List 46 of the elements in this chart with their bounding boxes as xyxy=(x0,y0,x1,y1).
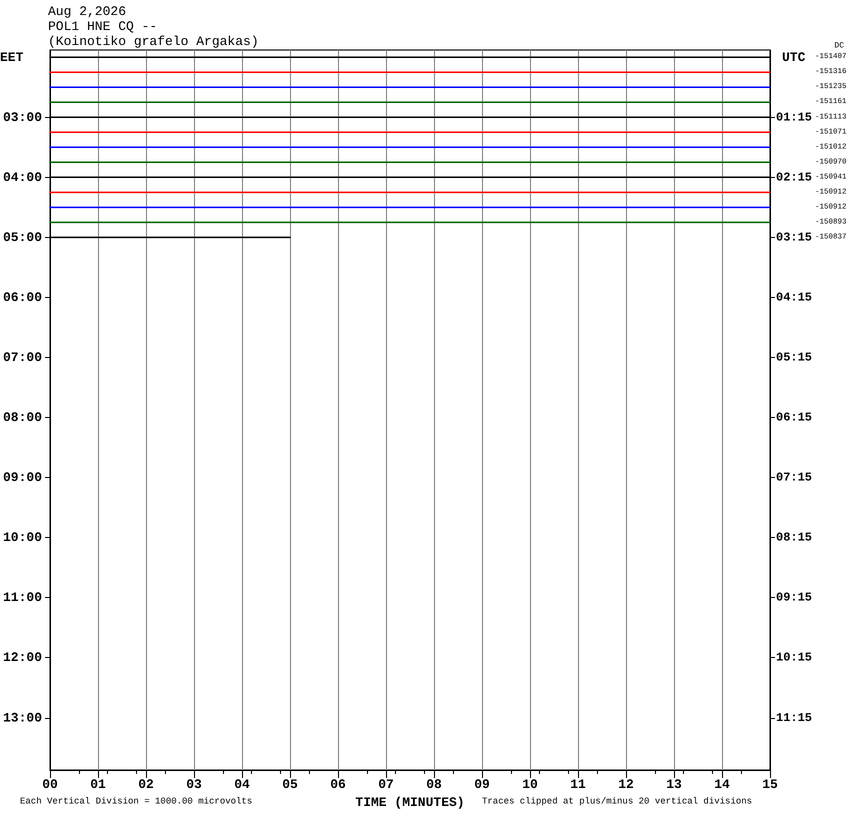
y2-tick-label: 11:15 xyxy=(776,710,812,725)
x-tick-label: 09 xyxy=(474,777,490,792)
text: Traces clipped at plus/minus 20 vertical divisions xyxy=(482,796,752,806)
y2-tick-label: 01:15 xyxy=(776,110,812,124)
y2-tick-label: 05:15 xyxy=(776,350,812,364)
y2-tick-label: 06:15 xyxy=(776,410,812,425)
text: Each Vertical Division = 1000.00 microvolts xyxy=(20,796,252,806)
x-tick-label: 11 xyxy=(570,777,586,792)
x-tick-label: 12 xyxy=(618,777,634,792)
x-tick-label: 06 xyxy=(330,777,346,792)
y2-tick-label: 04:15 xyxy=(776,290,812,304)
x-tick-label: 10 xyxy=(522,777,538,792)
y-tick-label: 13:00 xyxy=(2,710,42,726)
x-tick-label: 05 xyxy=(282,777,298,792)
x-tick-label: 13 xyxy=(666,777,682,792)
y-tick-label: 09:00 xyxy=(2,470,42,486)
x-tick-label: 08 xyxy=(426,777,442,792)
x-tick-label: 03 xyxy=(186,777,202,792)
y2-axis-title: UTC xyxy=(782,50,806,65)
y2-tick-label: 07:15 xyxy=(776,470,812,485)
x-tick-label: 14 xyxy=(714,777,730,792)
x-tick-label: 07 xyxy=(378,777,394,792)
y-tick-label: 06:00 xyxy=(2,290,42,305)
y-tick-label: 10:00 xyxy=(2,530,42,546)
chart-title: Aug 2,2026 xyxy=(48,4,126,19)
y-tick-label: 08:00 xyxy=(2,410,42,426)
y-tick-label: 04:00 xyxy=(2,170,42,185)
y-axis-title: EET xyxy=(0,50,24,65)
y2-tick-label: 08:15 xyxy=(776,530,812,545)
x-tick-label: 00 xyxy=(42,777,58,792)
x-tick-label: 15 xyxy=(762,777,778,792)
y-tick-label: 12:00 xyxy=(2,650,42,666)
y-tick-label: 11:00 xyxy=(2,590,42,606)
y2-tick-label: 02:15 xyxy=(776,170,812,184)
chart-subtitle: POL1 HNE CQ -- (Koinotiko grafelo Argakas) xyxy=(48,19,259,49)
y-tick-label: 03:00 xyxy=(2,110,42,125)
y2-tick-label: 03:15 xyxy=(776,230,812,244)
x-tick-label: 01 xyxy=(90,777,106,792)
x-tick-label: 02 xyxy=(138,777,154,792)
y-tick-label: 07:00 xyxy=(2,350,42,365)
x-axis-title: TIME (MINUTES) xyxy=(355,794,465,810)
text: DC xyxy=(834,42,844,50)
y2-tick-label: 10:15 xyxy=(776,650,812,665)
y-tick-label: 05:00 xyxy=(2,230,42,245)
x-tick-label: 04 xyxy=(234,777,250,792)
y2-tick-label: 09:15 xyxy=(776,590,812,605)
